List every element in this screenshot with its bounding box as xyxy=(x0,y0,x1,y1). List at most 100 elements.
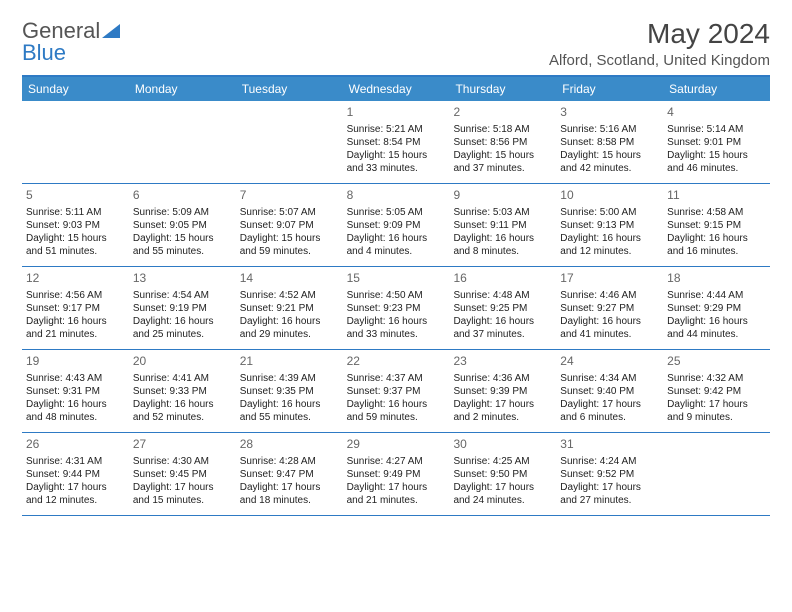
day-cell: 25Sunrise: 4:32 AMSunset: 9:42 PMDayligh… xyxy=(663,350,770,432)
sunset-text: Sunset: 9:50 PM xyxy=(453,468,552,481)
day-header: Saturday xyxy=(663,77,770,101)
sunrise-text: Sunrise: 4:46 AM xyxy=(560,289,659,302)
daylight-text: Daylight: 16 hours and 41 minutes. xyxy=(560,315,659,341)
daylight-text: Daylight: 16 hours and 29 minutes. xyxy=(240,315,339,341)
day-cell: 8Sunrise: 5:05 AMSunset: 9:09 PMDaylight… xyxy=(343,184,450,266)
sunset-text: Sunset: 9:13 PM xyxy=(560,219,659,232)
sunrise-text: Sunrise: 4:54 AM xyxy=(133,289,232,302)
sunset-text: Sunset: 9:33 PM xyxy=(133,385,232,398)
day-number: 20 xyxy=(133,354,232,370)
day-number: 23 xyxy=(453,354,552,370)
day-cell: 2Sunrise: 5:18 AMSunset: 8:56 PMDaylight… xyxy=(449,101,556,183)
sunset-text: Sunset: 9:17 PM xyxy=(26,302,125,315)
day-number: 30 xyxy=(453,437,552,453)
day-number: 18 xyxy=(667,271,766,287)
day-cell: 3Sunrise: 5:16 AMSunset: 8:58 PMDaylight… xyxy=(556,101,663,183)
daylight-text: Daylight: 15 hours and 46 minutes. xyxy=(667,149,766,175)
day-number: 26 xyxy=(26,437,125,453)
day-number: 8 xyxy=(347,188,446,204)
sunrise-text: Sunrise: 4:43 AM xyxy=(26,372,125,385)
sunrise-text: Sunrise: 5:21 AM xyxy=(347,123,446,136)
day-cell: 6Sunrise: 5:09 AMSunset: 9:05 PMDaylight… xyxy=(129,184,236,266)
daylight-text: Daylight: 16 hours and 25 minutes. xyxy=(133,315,232,341)
daylight-text: Daylight: 16 hours and 44 minutes. xyxy=(667,315,766,341)
sunrise-text: Sunrise: 4:37 AM xyxy=(347,372,446,385)
logo-text-2: Blue xyxy=(22,40,66,66)
sunset-text: Sunset: 9:09 PM xyxy=(347,219,446,232)
day-header: Wednesday xyxy=(343,77,450,101)
daylight-text: Daylight: 15 hours and 42 minutes. xyxy=(560,149,659,175)
sunrise-text: Sunrise: 4:25 AM xyxy=(453,455,552,468)
day-header: Friday xyxy=(556,77,663,101)
sunrise-text: Sunrise: 4:41 AM xyxy=(133,372,232,385)
day-number: 10 xyxy=(560,188,659,204)
day-cell: 9Sunrise: 5:03 AMSunset: 9:11 PMDaylight… xyxy=(449,184,556,266)
daylight-text: Daylight: 16 hours and 55 minutes. xyxy=(240,398,339,424)
day-number: 5 xyxy=(26,188,125,204)
sunrise-text: Sunrise: 4:27 AM xyxy=(347,455,446,468)
sunrise-text: Sunrise: 4:58 AM xyxy=(667,206,766,219)
sunset-text: Sunset: 9:35 PM xyxy=(240,385,339,398)
daylight-text: Daylight: 16 hours and 48 minutes. xyxy=(26,398,125,424)
sunset-text: Sunset: 9:23 PM xyxy=(347,302,446,315)
daylight-text: Daylight: 16 hours and 59 minutes. xyxy=(347,398,446,424)
sunrise-text: Sunrise: 5:18 AM xyxy=(453,123,552,136)
sunrise-text: Sunrise: 4:48 AM xyxy=(453,289,552,302)
day-cell: 16Sunrise: 4:48 AMSunset: 9:25 PMDayligh… xyxy=(449,267,556,349)
day-cell xyxy=(663,433,770,515)
daylight-text: Daylight: 15 hours and 59 minutes. xyxy=(240,232,339,258)
daylight-text: Daylight: 17 hours and 21 minutes. xyxy=(347,481,446,507)
daylight-text: Daylight: 15 hours and 33 minutes. xyxy=(347,149,446,175)
sunrise-text: Sunrise: 4:28 AM xyxy=(240,455,339,468)
sunset-text: Sunset: 9:45 PM xyxy=(133,468,232,481)
day-cell: 7Sunrise: 5:07 AMSunset: 9:07 PMDaylight… xyxy=(236,184,343,266)
sunset-text: Sunset: 9:47 PM xyxy=(240,468,339,481)
daylight-text: Daylight: 17 hours and 27 minutes. xyxy=(560,481,659,507)
day-number: 2 xyxy=(453,105,552,121)
day-cell: 10 Sunrise: 5:00 AMSunset: 9:13 PMDayligh… xyxy=(556,184,663,266)
title-block: May 2024 Alford, Scotland, United Kingdo… xyxy=(549,18,770,69)
day-number: 25 xyxy=(667,354,766,370)
daylight-text: Daylight: 17 hours and 6 minutes. xyxy=(560,398,659,424)
day-header: Sunday xyxy=(22,77,129,101)
sunrise-text: Sunrise: 4:50 AM xyxy=(347,289,446,302)
daylight-text: Daylight: 16 hours and 52 minutes. xyxy=(133,398,232,424)
sunset-text: Sunset: 9:40 PM xyxy=(560,385,659,398)
daylight-text: Daylight: 16 hours and 8 minutes. xyxy=(453,232,552,258)
day-number: 24 xyxy=(560,354,659,370)
daylight-text: Daylight: 15 hours and 37 minutes. xyxy=(453,149,552,175)
sunrise-text: Sunrise: 4:31 AM xyxy=(26,455,125,468)
sunset-text: Sunset: 9:07 PM xyxy=(240,219,339,232)
day-cell: 15Sunrise: 4:50 AMSunset: 9:23 PMDayligh… xyxy=(343,267,450,349)
sunrise-text: Sunrise: 4:39 AM xyxy=(240,372,339,385)
day-number: 4 xyxy=(667,105,766,121)
sunrise-text: Sunrise: 4:36 AM xyxy=(453,372,552,385)
sunrise-text: Sunrise: 4:24 AM xyxy=(560,455,659,468)
sunrise-text: Sunrise: 4:32 AM xyxy=(667,372,766,385)
day-number: 6 xyxy=(133,188,232,204)
day-cell: 13Sunrise: 4:54 AMSunset: 9:19 PMDayligh… xyxy=(129,267,236,349)
sunrise-text: Sunrise: 4:34 AM xyxy=(560,372,659,385)
sunrise-text: Sunrise: 5:05 AM xyxy=(347,206,446,219)
sunrise-text: Sunrise: 5:00 AM xyxy=(560,206,659,219)
sunset-text: Sunset: 9:15 PM xyxy=(667,219,766,232)
sunrise-text: Sunrise: 5:11 AM xyxy=(26,206,125,219)
day-number: 27 xyxy=(133,437,232,453)
day-cell: 30Sunrise: 4:25 AMSunset: 9:50 PMDayligh… xyxy=(449,433,556,515)
day-number: 31 xyxy=(560,437,659,453)
sunset-text: Sunset: 9:01 PM xyxy=(667,136,766,149)
sunset-text: Sunset: 9:21 PM xyxy=(240,302,339,315)
day-cell: 1Sunrise: 5:21 AMSunset: 8:54 PMDaylight… xyxy=(343,101,450,183)
day-cell: 22Sunrise: 4:37 AMSunset: 9:37 PMDayligh… xyxy=(343,350,450,432)
day-cell: 17Sunrise: 4:46 AMSunset: 9:27 PMDayligh… xyxy=(556,267,663,349)
day-cell: 12Sunrise: 4:56 AMSunset: 9:17 PMDayligh… xyxy=(22,267,129,349)
day-cell: 19Sunrise: 4:43 AMSunset: 9:31 PMDayligh… xyxy=(22,350,129,432)
day-cell: 18Sunrise: 4:44 AMSunset: 9:29 PMDayligh… xyxy=(663,267,770,349)
daylight-text: Daylight: 16 hours and 12 minutes. xyxy=(560,232,659,258)
day-cell: 5Sunrise: 5:11 AMSunset: 9:03 PMDaylight… xyxy=(22,184,129,266)
day-number: 11 xyxy=(667,188,766,204)
calendar: SundayMondayTuesdayWednesdayThursdayFrid… xyxy=(22,75,770,516)
day-number: 3 xyxy=(560,105,659,121)
day-number: 13 xyxy=(133,271,232,287)
day-number: 22 xyxy=(347,354,446,370)
